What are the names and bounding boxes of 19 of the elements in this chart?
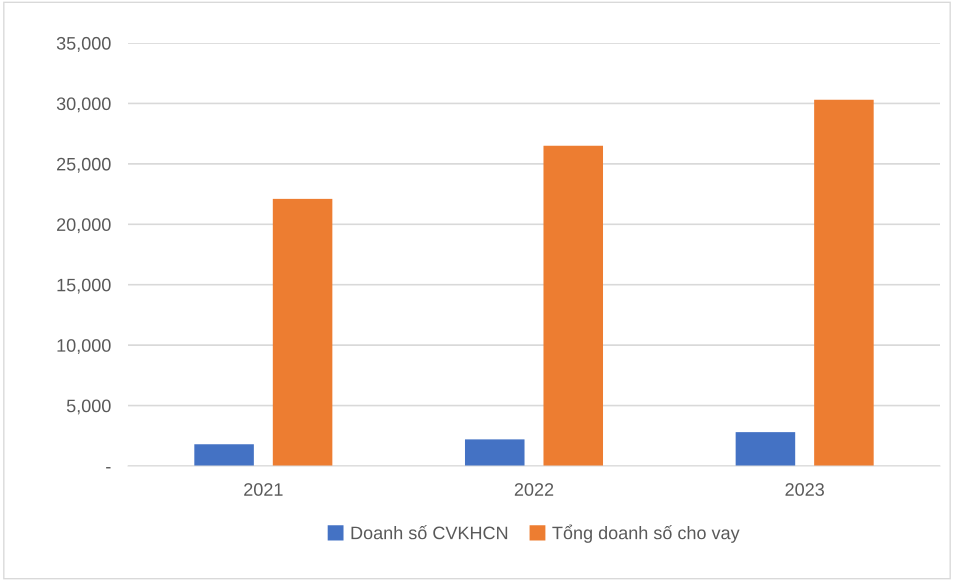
legend-label: Tổng doanh số cho vay [552,524,740,543]
y-tick-label: - [106,467,111,468]
x-tick-label: 2021 [244,483,283,496]
y-tick-label: 15,000 [57,278,111,294]
y-tick-label: 5,000 [66,400,111,414]
bar [194,444,254,466]
y-tick-label: 25,000 [57,158,111,173]
x-tick-label: 2022 [514,483,554,496]
bar [272,198,332,466]
bar [543,146,604,466]
bar [814,100,874,466]
legend-label: Doanh số CVKHCN [352,525,508,540]
y-tick-label: 35,000 [56,36,111,52]
x-tick-label: 2023 [785,483,824,496]
y-tick-label: 10,000 [57,339,111,354]
bar [736,432,796,466]
y-tick-label: 20,000 [57,218,111,234]
bar [464,439,525,466]
y-tick-label: 30,000 [56,97,111,112]
